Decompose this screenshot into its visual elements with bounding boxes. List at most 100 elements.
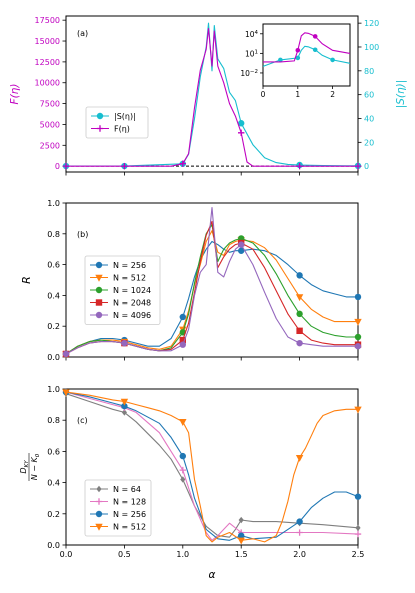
data-point bbox=[296, 310, 303, 318]
x-tick-label: 2.0 bbox=[293, 550, 306, 559]
data-point bbox=[238, 516, 244, 524]
x-axis-label: α bbox=[209, 569, 216, 581]
y-tick-label-right: 120 bbox=[364, 19, 379, 28]
y-tick-label: 0.2 bbox=[47, 322, 60, 331]
y-tick-label-left: 10000 bbox=[35, 79, 60, 88]
y-tick-label: 0.6 bbox=[47, 261, 60, 270]
inset-data-point bbox=[330, 57, 335, 63]
y-tick-label: 1.0 bbox=[47, 385, 60, 394]
data-point bbox=[237, 537, 245, 545]
y-tick-label-right: 40 bbox=[364, 114, 374, 123]
y-tick-label: 0.8 bbox=[47, 230, 60, 239]
legend-marker bbox=[95, 523, 103, 531]
x-tick-label: 1.0 bbox=[176, 550, 189, 559]
legend-marker bbox=[95, 299, 103, 306]
x-tick-label: 2.5 bbox=[352, 550, 365, 559]
y-axis-label: DKY N − K0 bbox=[19, 453, 41, 481]
data-point bbox=[180, 476, 186, 483]
y-tick-label-left: 15000 bbox=[35, 37, 60, 46]
data-point bbox=[121, 409, 127, 416]
y-axis-label-denominator: N − K0 bbox=[30, 453, 41, 480]
y-tick-label: 0.8 bbox=[47, 416, 60, 425]
y-tick-label-right: 0 bbox=[364, 162, 369, 171]
data-point bbox=[179, 160, 186, 167]
legend-box bbox=[84, 255, 161, 325]
data-point bbox=[238, 241, 245, 248]
panel-b: 0.0 0.2 0.4 0.6 0.8 1.0 (b) R N = 256 N = 512 N = … bbox=[20, 199, 362, 362]
y-tick-label: 1.0 bbox=[47, 199, 60, 208]
panel-a: 0250050007500100001250015000175000204060… bbox=[9, 15, 407, 176]
inset-data-point bbox=[312, 34, 318, 39]
inset-background bbox=[261, 22, 352, 88]
y-tick-label-right: 20 bbox=[364, 138, 374, 147]
data-point bbox=[179, 466, 186, 474]
y-tick-label: 0.2 bbox=[47, 510, 60, 519]
inset-y-tick-label: 104 bbox=[245, 30, 259, 39]
series-line bbox=[66, 27, 358, 167]
legend-marker bbox=[96, 485, 102, 493]
data-point bbox=[354, 162, 362, 170]
data-point bbox=[179, 313, 186, 321]
x-tick-label: 0.0 bbox=[60, 550, 73, 559]
data-point bbox=[354, 493, 362, 500]
data-point bbox=[354, 343, 362, 350]
inset-x-tick-label: 2 bbox=[330, 90, 335, 99]
y-tick-label-right: 80 bbox=[364, 67, 374, 76]
data-point bbox=[121, 339, 128, 347]
series-line bbox=[66, 22, 358, 167]
legend-marker bbox=[95, 286, 103, 294]
data-point bbox=[295, 454, 304, 462]
legend-label: N = 64 bbox=[113, 485, 141, 494]
data-point bbox=[296, 162, 303, 170]
y-axis-label-left: F(η) bbox=[9, 84, 21, 105]
y-tick-label-left: 7500 bbox=[40, 100, 60, 109]
inset-data-point bbox=[278, 57, 283, 63]
y-tick-label: 0.6 bbox=[47, 447, 60, 456]
data-point bbox=[62, 162, 70, 170]
y-axis-label-numerator: DKY bbox=[19, 460, 30, 474]
series-line bbox=[65, 391, 359, 541]
legend-label: N = 256 bbox=[113, 510, 146, 519]
y-tick-label-left: 0 bbox=[55, 162, 60, 171]
inset-y-tick-label: 10−2 bbox=[240, 69, 258, 78]
data-point bbox=[120, 398, 129, 406]
data-point bbox=[179, 452, 186, 460]
y-tick-label: 0.4 bbox=[47, 479, 60, 488]
panel-label: (a) bbox=[77, 29, 88, 38]
data-point bbox=[296, 327, 303, 335]
inset: 0 1 2 10−2 101 104 bbox=[240, 22, 352, 99]
x-tick-label: 1.5 bbox=[235, 550, 248, 559]
inset-data-point bbox=[295, 47, 301, 53]
data-point bbox=[179, 336, 186, 344]
legend-label: N = 4096 bbox=[113, 311, 151, 320]
data-point bbox=[238, 129, 245, 136]
legend-label: F(η) bbox=[114, 125, 130, 134]
legend-label: |S(η)| bbox=[114, 112, 136, 121]
panel-label: (b) bbox=[77, 230, 88, 239]
data-point bbox=[179, 419, 187, 426]
legend-label: N = 512 bbox=[113, 274, 146, 283]
inset-series-line bbox=[263, 32, 351, 63]
inset-data-point bbox=[312, 47, 318, 53]
y-tick-label: 0.0 bbox=[47, 353, 60, 362]
data-point bbox=[354, 333, 362, 341]
data-point bbox=[295, 294, 304, 302]
legend-label: N = 256 bbox=[113, 261, 146, 270]
legend-marker bbox=[95, 261, 103, 269]
data-point bbox=[121, 402, 128, 410]
y-tick-label-left: 5000 bbox=[40, 120, 60, 129]
y-tick-label-right: 100 bbox=[364, 43, 379, 52]
data-point bbox=[296, 339, 303, 347]
inset-frame bbox=[262, 23, 351, 87]
legend-marker bbox=[95, 498, 103, 505]
y-axis-label: R bbox=[20, 276, 33, 284]
data-point bbox=[354, 318, 362, 326]
data-point bbox=[296, 518, 303, 525]
data-point bbox=[355, 524, 361, 532]
data-point bbox=[121, 162, 128, 170]
legend-marker bbox=[95, 510, 103, 518]
y-tick-label-left: 2500 bbox=[40, 141, 60, 150]
y-axis-label-right: |S(η)| bbox=[395, 80, 407, 109]
data-point bbox=[296, 529, 303, 536]
legend-marker bbox=[96, 112, 104, 120]
